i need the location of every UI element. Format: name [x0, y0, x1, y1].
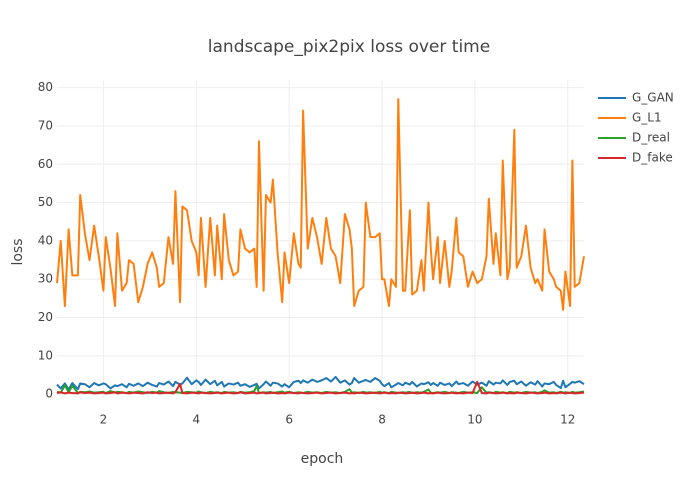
- y-tick-label: 30: [38, 272, 53, 286]
- y-tick-label: 80: [38, 80, 53, 94]
- series-line: [56, 98, 585, 311]
- legend-label: D_real: [632, 131, 670, 145]
- x-tick-label: 12: [560, 413, 575, 427]
- x-axis-label: epoch: [301, 451, 344, 467]
- y-tick-label: 60: [38, 157, 53, 171]
- y-tick-label: 20: [38, 310, 53, 324]
- x-tick-label: 6: [285, 413, 293, 427]
- x-tick-label: 4: [192, 413, 200, 427]
- legend-label: G_GAN: [632, 91, 674, 105]
- y-tick-label: 0: [45, 387, 53, 401]
- x-tick-label: 10: [467, 413, 482, 427]
- y-tick-label: 40: [38, 233, 53, 247]
- series-line: [56, 375, 585, 391]
- y-axis-label: loss: [10, 238, 26, 265]
- y-tick-label: 70: [38, 118, 53, 132]
- y-tick-label: 50: [38, 195, 53, 209]
- legend-label: G_L1: [632, 111, 662, 125]
- chart-title: landscape_pix2pix loss over time: [208, 37, 490, 57]
- legend-label: D_fake: [632, 151, 673, 165]
- x-tick-label: 8: [378, 413, 386, 427]
- y-tick-label: 10: [38, 348, 53, 362]
- x-tick-label: 2: [100, 413, 108, 427]
- series-line: [56, 380, 585, 395]
